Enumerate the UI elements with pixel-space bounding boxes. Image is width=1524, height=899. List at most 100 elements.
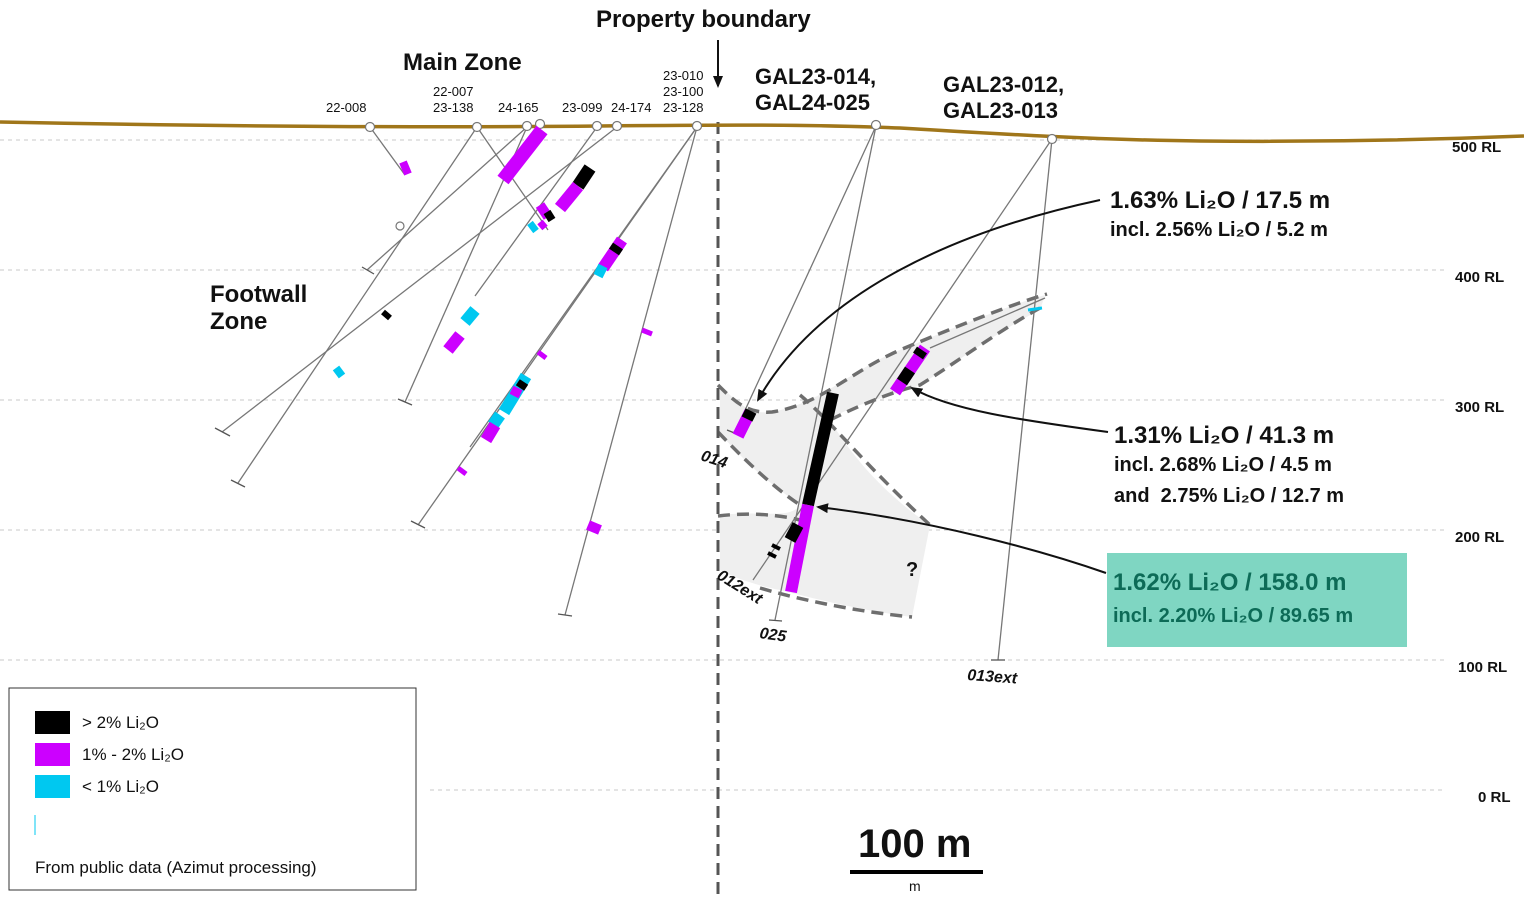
rl-label-100: 100 RL [1458,659,1507,676]
interval-mid [554,181,584,213]
interval-mid [399,160,412,176]
interval-mid [536,350,548,360]
interpreted-zone [716,292,1048,619]
interval-mid [785,503,814,594]
main-zone-label: Main Zone [403,49,522,76]
callout-3: 1.62% Li₂O / 158.0 m incl. 2.20% Li₂O / … [1107,553,1407,647]
scale-bar: 100 m m [850,822,983,894]
callout-3-highlight-box [1107,553,1407,647]
collar-label-23-099: 23-099 [562,100,602,115]
collar-24-165 [521,120,533,132]
footwall-zone-label-line2: Zone [210,308,267,335]
legend-label-mid: 1% - 2% Li₂O [82,745,184,764]
drillhole-24-174 [221,126,618,433]
interval-high [897,366,915,386]
interval-mid [641,327,653,337]
collar-label-22-007: 22-007 [433,84,473,99]
callout-2-line1: 1.31% Li₂O / 41.3 m [1114,422,1334,449]
collar-label-23-010: 23-010 [663,68,703,83]
scale-bar-unit: m [909,878,921,894]
callout-3-line1: 1.62% Li₂O / 158.0 m [1113,569,1346,596]
callout-2-line3: and 2.75% Li₂O / 12.7 m [1114,485,1344,507]
end-tick [768,619,783,622]
collar-23-010 [691,120,703,132]
legend-swatch-high [35,711,70,734]
interval-high [572,164,596,190]
collar-label-22-008: 22-008 [326,100,366,115]
drillhole-gal23-013 [997,138,1053,661]
collar-24-174 [611,120,623,132]
end-tick [557,613,573,617]
interval-high [771,543,781,551]
header-gal23-014: GAL23-014, [755,64,876,89]
callout-1-line1: 1.63% Li₂O / 17.5 m [1110,187,1330,214]
legend-label-low: < 1% Li₂O [82,777,159,796]
interval-low [332,365,346,379]
arrow-callout-1 [757,199,1101,402]
collar-22-008 [364,121,376,133]
uncertain-mark: ? [906,559,918,581]
collar-labels: 22-008 22-007 23-138 24-165 23-099 24-17… [326,68,703,115]
interval-mid [456,466,468,476]
interval-mid [598,236,627,272]
callout-2: 1.31% Li₂O / 41.3 m incl. 2.68% Li₂O / 4… [1114,422,1344,507]
interval-high [784,522,804,543]
interval-high [741,408,757,422]
header-gal23-012: GAL23-012, [943,72,1064,97]
interval-high [515,379,529,391]
collar-22-007 [471,121,483,133]
interval-high [543,209,556,223]
zone-outline-upper [716,292,1048,414]
collar-gal23-014 [870,119,882,131]
arrow-callout-2 [910,386,1109,433]
callout-arrows [713,40,1109,574]
interval-low [460,306,480,326]
collar-label-23-128: 23-128 [663,100,703,115]
legend: > 2% Li₂O 1% - 2% Li₂O < 1% Li₂O From pu… [8,687,417,891]
rl-label-300: 300 RL [1455,399,1504,416]
interval-mid [537,219,548,231]
drillhole-22-008 [369,126,406,176]
zone-outline-lower [717,512,913,619]
collar-gal23-012 [1046,133,1058,145]
collar-label-24-174: 24-174 [611,100,651,115]
end-label-014: 014 [699,448,730,472]
interval-high [913,346,927,360]
end-tick [214,427,231,437]
drillhole-23-100 [469,126,698,448]
hole-marker [395,221,405,231]
interval-high [609,242,623,256]
drillhole-24-165-a [366,126,528,271]
rl-label-0: 0 RL [1478,789,1511,806]
legend-source-note: From public data (Azimut processing) [35,858,317,877]
interval-high [767,551,777,559]
rl-label-500: 500 RL [1452,139,1501,156]
interval-low [1027,306,1043,312]
header-gal23-013: GAL23-013 [943,98,1058,123]
zone-fill [720,295,1045,617]
drillhole-gal23-014 [734,125,877,433]
interval-low [593,263,608,279]
interval-high [381,309,392,321]
end-label-025: 025 [758,625,788,646]
rl-labels: 500 RL 400 RL 300 RL 200 RL 100 RL 0 RL [1452,139,1511,806]
legend-label-high: > 2% Li₂O [82,713,159,732]
callout-2-line2: incl. 2.68% Li₂O / 4.5 m [1114,454,1332,476]
legend-box [8,687,417,891]
rl-label-200: 200 RL [1455,529,1504,546]
interval-mid [497,125,548,185]
interval-low [527,220,539,234]
interval-mid [443,331,465,354]
property-boundary-title: Property boundary [596,6,811,33]
collar-label-23-138: 23-138 [433,100,473,115]
callout-1-line2: incl. 2.56% Li₂O / 5.2 m [1110,219,1328,241]
scale-bar-label: 100 m [858,822,971,866]
interval-low [488,411,505,429]
arrow-callout-3 [816,503,1107,574]
callout-3-line2: incl. 2.20% Li₂O / 89.65 m [1113,605,1353,627]
topography-line [0,120,1524,144]
end-tick [361,266,375,275]
footwall-zone-label-line1: Footwall [210,281,307,308]
end-tick [397,398,413,406]
rl-label-400: 400 RL [1455,269,1504,286]
